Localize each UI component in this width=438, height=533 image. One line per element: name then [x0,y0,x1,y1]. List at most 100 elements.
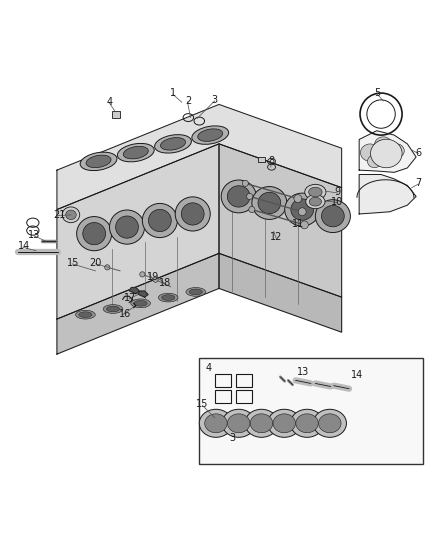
Text: 21: 21 [53,210,65,220]
Ellipse shape [79,312,92,318]
Polygon shape [57,253,219,354]
Bar [258,157,265,162]
Ellipse shape [285,193,320,226]
Circle shape [105,265,110,270]
Circle shape [298,208,306,216]
Ellipse shape [290,409,324,437]
Polygon shape [359,174,416,214]
Ellipse shape [186,287,206,296]
Ellipse shape [318,414,341,433]
Ellipse shape [77,216,112,251]
Text: 5: 5 [374,88,381,99]
Ellipse shape [80,152,117,171]
Text: 15: 15 [196,399,208,409]
Ellipse shape [306,195,325,209]
Ellipse shape [205,414,227,433]
Ellipse shape [371,139,402,168]
Ellipse shape [131,299,151,308]
Ellipse shape [116,216,138,238]
Ellipse shape [62,207,80,223]
Ellipse shape [250,414,273,433]
Ellipse shape [123,147,148,159]
Ellipse shape [83,223,106,245]
Ellipse shape [198,129,223,141]
Ellipse shape [159,293,178,302]
Text: 13: 13 [297,367,309,377]
Circle shape [140,272,145,277]
Text: 15: 15 [67,258,80,268]
Ellipse shape [268,409,301,437]
Ellipse shape [389,144,404,158]
Polygon shape [129,287,139,294]
Ellipse shape [367,155,381,168]
Ellipse shape [175,197,210,231]
Bar [215,374,231,387]
Ellipse shape [192,126,229,144]
Ellipse shape [162,295,175,301]
Ellipse shape [142,204,177,238]
Text: 8: 8 [268,156,275,166]
Ellipse shape [86,155,111,168]
Text: 12: 12 [270,232,282,242]
Circle shape [247,193,253,199]
Polygon shape [359,131,416,172]
Text: 14: 14 [351,370,363,380]
Ellipse shape [148,209,171,232]
Ellipse shape [273,414,296,433]
Text: 10: 10 [331,197,343,207]
Polygon shape [219,144,342,297]
Ellipse shape [103,304,123,313]
Ellipse shape [309,197,321,206]
Polygon shape [57,144,219,319]
Text: 4: 4 [205,363,212,373]
Ellipse shape [321,205,344,227]
Polygon shape [57,104,342,209]
Text: 16: 16 [119,309,131,319]
Circle shape [242,180,248,187]
Text: 20: 20 [89,258,102,268]
Ellipse shape [258,192,281,214]
Ellipse shape [222,409,255,437]
Text: 9: 9 [334,187,340,197]
Ellipse shape [160,138,186,150]
Text: 7: 7 [415,178,421,188]
Ellipse shape [155,135,191,153]
Ellipse shape [245,409,278,437]
Circle shape [294,195,302,203]
Ellipse shape [315,200,350,232]
Text: 17: 17 [124,293,137,303]
Text: 4: 4 [106,97,113,107]
Ellipse shape [374,137,392,152]
Ellipse shape [106,306,120,312]
Text: 3: 3 [212,95,218,105]
Text: 14: 14 [18,241,30,252]
Bar [236,374,252,387]
Circle shape [300,221,308,229]
Ellipse shape [199,409,233,437]
Bar [112,111,120,118]
Circle shape [153,277,158,282]
Text: 11: 11 [292,219,304,229]
Polygon shape [138,291,148,297]
Text: 3: 3 [229,433,235,443]
Ellipse shape [75,310,95,319]
Text: 6: 6 [415,148,421,158]
Ellipse shape [110,210,145,244]
Ellipse shape [117,143,154,162]
Ellipse shape [134,301,147,306]
Text: 19: 19 [147,272,159,282]
Bar [215,390,231,403]
Ellipse shape [227,414,250,433]
Text: 18: 18 [159,278,172,288]
Text: 2: 2 [185,96,191,106]
Ellipse shape [291,199,314,220]
Ellipse shape [360,144,380,161]
Text: 1: 1 [170,88,176,99]
Ellipse shape [189,289,202,295]
Bar [236,390,252,403]
Ellipse shape [309,187,322,197]
Ellipse shape [296,414,318,433]
Ellipse shape [181,203,204,225]
Polygon shape [219,253,342,332]
Ellipse shape [66,210,76,220]
